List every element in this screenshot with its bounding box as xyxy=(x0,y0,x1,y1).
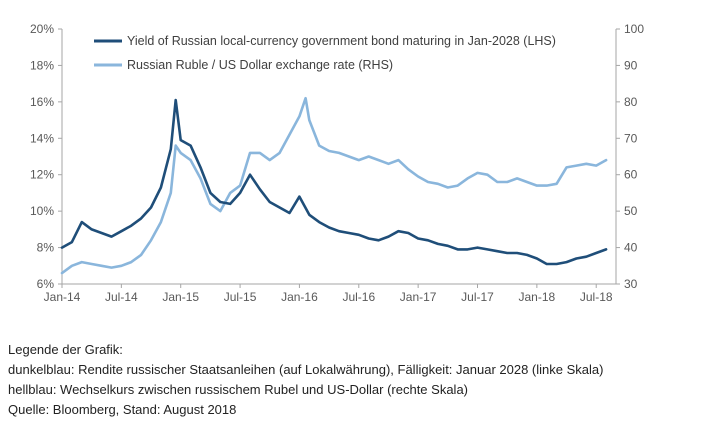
x-tick-label: Jan-17 xyxy=(400,290,437,304)
series-line-bond-yield xyxy=(60,98,608,266)
caption-line-dark: dunkelblau: Rendite russischer Staatsanl… xyxy=(8,362,604,377)
right-tick-label: 80 xyxy=(624,95,638,109)
left-tick-label: 16% xyxy=(30,95,54,109)
right-tick-label: 70 xyxy=(624,131,638,145)
right-tick-label: 30 xyxy=(624,277,638,291)
chart-axes xyxy=(61,29,617,285)
x-tick-label: Jul-15 xyxy=(224,290,257,304)
x-tick-label: Jan-18 xyxy=(519,290,556,304)
legend: Yield of Russian local-currency governme… xyxy=(94,34,556,72)
right-tick-label: 40 xyxy=(624,241,638,255)
caption: Legende der Grafik: dunkelblau: Rendite … xyxy=(8,340,698,420)
right-tick-label: 60 xyxy=(624,168,638,182)
x-tick-label: Jul-17 xyxy=(461,290,494,304)
x-axis-ticks: Jan-14 Jul-14 Jan-15 Jul-15 Jan-16 Jul-16 Jan-… xyxy=(44,284,613,304)
left-tick-label: 8% xyxy=(37,241,55,255)
x-tick-label: Jul-18 xyxy=(580,290,613,304)
left-tick-label: 14% xyxy=(30,131,54,145)
caption-heading: Legende der Grafik: xyxy=(8,342,123,357)
x-tick-label: Jan-16 xyxy=(281,290,318,304)
right-tick-label: 100 xyxy=(624,22,644,36)
line-chart: 6% 8% 10% 12% 14% 16% 18% 20% 30 40 50 60 70 80 90 100… xyxy=(30,22,644,304)
series-lines xyxy=(60,96,608,275)
series-line-rub-usd xyxy=(60,96,608,275)
left-tick-label: 6% xyxy=(37,277,55,291)
left-axis-ticks: 6% 8% 10% 12% 14% 16% 18% 20% xyxy=(30,22,62,291)
right-tick-label: 90 xyxy=(624,58,638,72)
right-axis-ticks: 30 40 50 60 70 80 90 100 xyxy=(616,22,644,291)
legend-label-rub-usd: Russian Ruble / US Dollar exchange rate … xyxy=(127,58,393,72)
left-tick-label: 18% xyxy=(30,58,54,72)
x-tick-label: Jan-14 xyxy=(44,290,81,304)
left-tick-label: 10% xyxy=(30,204,54,218)
caption-source: Quelle: Bloomberg, Stand: August 2018 xyxy=(8,402,237,417)
left-tick-label: 20% xyxy=(30,22,54,36)
right-tick-label: 50 xyxy=(624,204,638,218)
x-tick-label: Jan-15 xyxy=(162,290,199,304)
left-tick-label: 12% xyxy=(30,168,54,182)
x-tick-label: Jul-14 xyxy=(105,290,138,304)
caption-line-light: hellblau: Wechselkurs zwischen russische… xyxy=(8,382,469,397)
legend-label-bond-yield: Yield of Russian local-currency governme… xyxy=(127,34,556,48)
x-tick-label: Jul-16 xyxy=(342,290,375,304)
